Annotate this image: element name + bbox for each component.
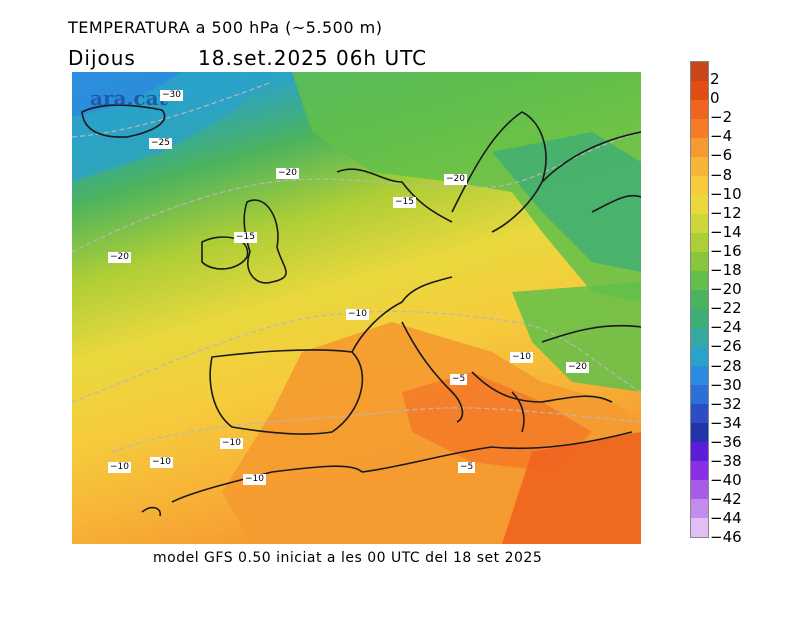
legend-label: 0	[710, 89, 720, 108]
legend-label: −40	[710, 471, 742, 490]
watermark-logo: ara.cat	[90, 86, 168, 110]
legend-label: −42	[710, 490, 742, 509]
legend-swatch	[691, 138, 708, 157]
legend-swatch	[691, 81, 708, 100]
map-canvas	[71, 72, 642, 544]
legend-swatch	[691, 385, 708, 404]
legend-label: −16	[710, 241, 742, 260]
legend-swatch	[691, 157, 708, 176]
legend-label: −38	[710, 452, 742, 470]
label-minus-10-spain: −10	[220, 438, 243, 449]
label-minus-15-baltic: −15	[393, 197, 416, 208]
legend-swatch	[691, 423, 708, 442]
legend-label: −34	[710, 413, 742, 432]
legend-swatch	[691, 518, 708, 537]
legend-label: −36	[710, 432, 742, 451]
legend-label: −28	[710, 356, 742, 375]
legend-label: −24	[710, 318, 742, 337]
color-scale	[690, 61, 709, 538]
label-minus-10-canaries: −10	[150, 457, 173, 468]
valid-time: Dijous 18.set.2025 06h UTC	[68, 46, 426, 70]
legend-swatch	[691, 176, 708, 195]
legend-swatch	[691, 480, 708, 499]
label-minus-20-scandinavia: −20	[444, 174, 467, 185]
legend-label: −18	[710, 261, 742, 279]
legend-label: 2	[710, 70, 720, 88]
label-minus-10-morocco: −10	[243, 474, 266, 485]
label-minus-5-libya: −5	[458, 462, 476, 473]
legend-label: −8	[710, 165, 733, 184]
coastlines	[81, 104, 642, 517]
label-minus-10-atlantic-south: −10	[108, 462, 131, 473]
label-minus-5-ionian: −5	[450, 374, 468, 385]
legend-label: −14	[710, 222, 742, 241]
legend-swatch	[691, 309, 708, 328]
legend-swatch	[691, 119, 708, 138]
legend-label: −10	[710, 184, 742, 203]
legend-swatch	[691, 271, 708, 290]
legend-swatch	[691, 499, 708, 518]
legend-swatch	[691, 233, 708, 252]
label-minus-25-iceland: −25	[149, 138, 172, 149]
legend-swatch	[691, 328, 708, 347]
label-minus-20-atlantic: −20	[108, 252, 131, 263]
legend-swatch	[691, 404, 708, 423]
legend-label: −6	[710, 146, 733, 165]
label-minus-15-ireland: −15	[234, 232, 257, 243]
legend-swatch	[691, 214, 708, 233]
legend-label: −22	[710, 299, 742, 318]
legend-label: −26	[710, 337, 742, 356]
model-footer: model GFS 0.50 iniciat a les 00 UTC del …	[153, 550, 543, 566]
legend-swatch	[691, 195, 708, 214]
legend-label: −44	[710, 509, 742, 528]
temperature-legend: 2 0 −2 −4 −6 −8 −10 −12 −14 −16 −18 −20 −22 −24 −26 −28…	[690, 61, 750, 561]
legend-label: −20	[710, 280, 742, 299]
isotherm-lines	[71, 81, 642, 453]
legend-swatch	[691, 252, 708, 271]
legend-swatch	[691, 347, 708, 366]
legend-swatch	[691, 100, 708, 119]
legend-swatch	[691, 442, 708, 461]
legend-swatch	[691, 62, 708, 81]
chart-title: TEMPERATURA a 500 hPa (~5.500 m)	[68, 18, 383, 37]
label-minus-30: −30	[160, 90, 183, 101]
legend-swatch	[691, 290, 708, 309]
legend-label: −2	[710, 108, 733, 127]
legend-label: −32	[710, 394, 742, 413]
legend-label: −30	[710, 375, 742, 394]
label-minus-20-turkey: −20	[566, 362, 589, 373]
forecast-datetime: 18.set.2025 06h UTC	[198, 46, 428, 70]
temperature-map: ara.cat −30 −25 −20 −20 −15 −15 −20 −10 −10 −20 −5…	[71, 72, 642, 544]
legend-label: −46	[710, 528, 742, 547]
label-minus-20-north-sea: −20	[276, 168, 299, 179]
legend-swatch	[691, 366, 708, 385]
label-minus-10-black-sea: −10	[510, 352, 533, 363]
legend-swatch	[691, 461, 708, 480]
legend-label: −12	[710, 203, 742, 222]
legend-label: −4	[710, 127, 733, 146]
weekday: Dijous	[68, 46, 136, 70]
label-minus-10-france: −10	[346, 309, 369, 320]
